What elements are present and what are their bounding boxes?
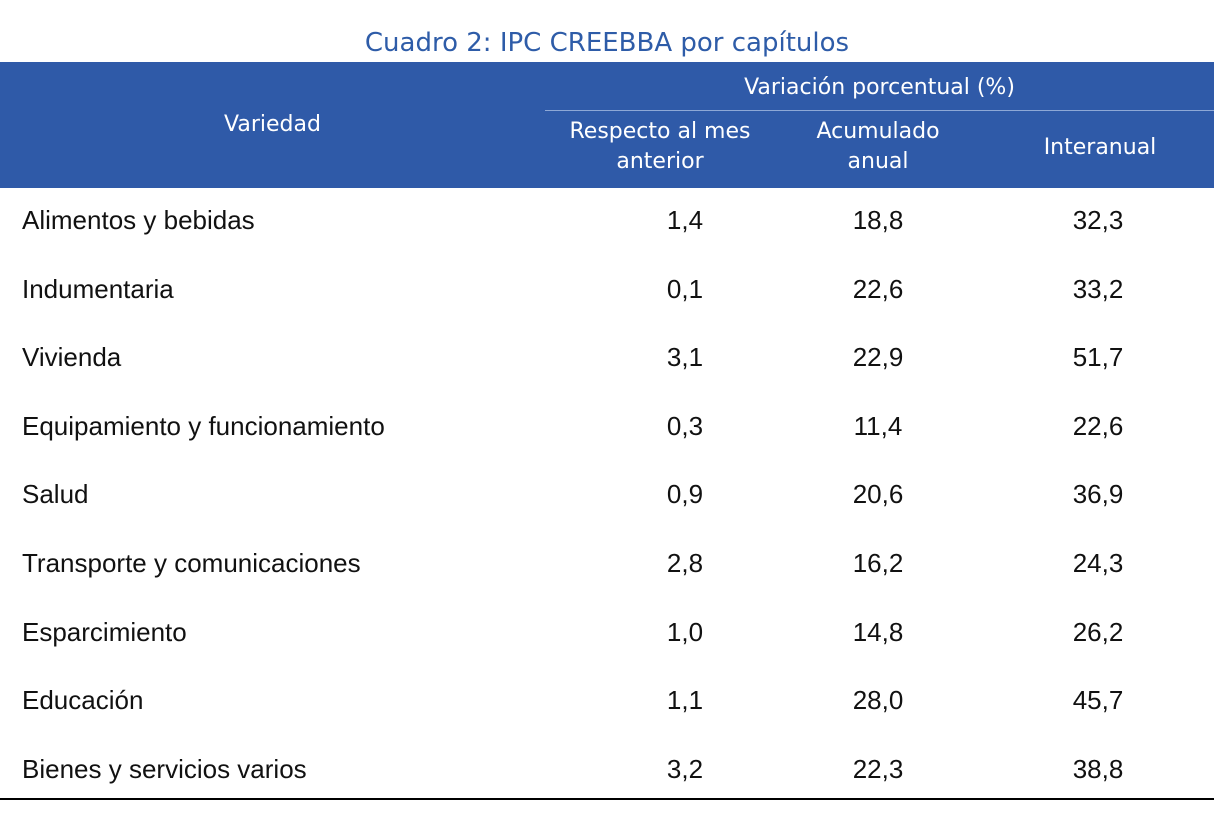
cell-value: 33,2	[1072, 273, 1124, 304]
header-band	[0, 62, 1214, 188]
header-group: Variación porcentual (%)	[744, 75, 1015, 100]
row-label: Indumentaria	[22, 273, 174, 304]
cell-value: 11,4	[853, 410, 903, 441]
row-label: Alimentos y bebidas	[22, 205, 255, 235]
cell-value: 28,0	[852, 685, 904, 716]
bottom-rule	[0, 798, 1214, 800]
row-label: Vivienda	[22, 342, 122, 373]
cell-value: 20,6	[852, 479, 904, 510]
header-first: Variedad	[224, 112, 321, 137]
cell-value: 22,6	[1072, 410, 1124, 441]
cell-value: 36,9	[1072, 479, 1124, 510]
cell-value: 38,8	[1072, 753, 1124, 784]
header-column: Respecto al mes anterior	[569, 119, 751, 174]
cell-value: 16,2	[852, 548, 904, 578]
cell-value: 45,7	[1072, 685, 1124, 716]
cell-value: 22,6	[852, 273, 904, 304]
header-column: Interanual	[1043, 135, 1157, 160]
cell-value: 1,4	[666, 205, 704, 235]
row-label: Educación	[22, 685, 144, 716]
cell-value: 0,1	[666, 273, 704, 304]
cell-value: 3,2	[666, 753, 704, 784]
table-title: Cuadro 2: IPC CREEBBA por capítulos	[364, 28, 850, 58]
row-label: Salud	[22, 479, 89, 510]
cell-value: 0,3	[666, 410, 704, 441]
cell-value: 22,3	[852, 753, 904, 784]
group-rule	[545, 110, 1214, 111]
row-label: Equipamiento y funcionamiento	[22, 410, 385, 441]
cell-value: 26,2	[1072, 616, 1124, 647]
cell-value: 32,3	[1072, 205, 1124, 235]
row-label: Bienes y servicios varios	[22, 753, 307, 784]
cell-value: 2,8	[666, 548, 704, 578]
cell-value: 24,3	[1072, 548, 1124, 578]
cell-value: 0,9	[666, 479, 704, 510]
cell-value: 22,9	[852, 342, 904, 373]
row-label: Transporte y comunicaciones	[22, 548, 361, 578]
cell-value: 51,7	[1072, 342, 1124, 373]
cell-value: 1,1	[666, 685, 704, 716]
row-label: Esparcimiento	[22, 616, 187, 647]
cell-value: 1,0	[666, 616, 704, 647]
cell-value: 18,8	[852, 205, 904, 235]
cell-value: 14,8	[852, 616, 904, 647]
cell-value: 3,1	[666, 342, 704, 373]
header-column: Acumulado anual	[816, 119, 940, 174]
